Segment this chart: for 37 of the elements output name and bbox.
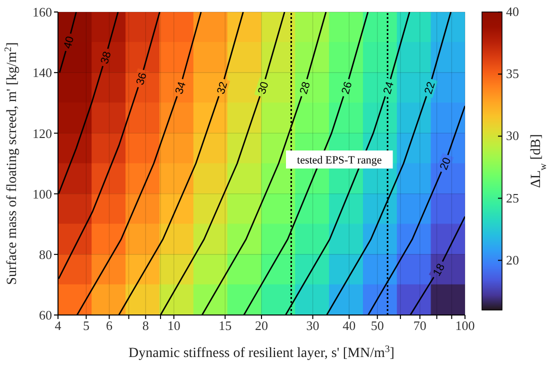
x-tick-label: 20 — [255, 318, 268, 334]
x-tick-label: 15 — [218, 318, 232, 334]
x-tick-label: 50 — [370, 318, 384, 334]
color-bar-label: 30 — [506, 128, 519, 144]
series-label: 22 — [422, 80, 438, 96]
x-tick-label: 30 — [306, 318, 320, 334]
x-tick-label: 4 — [54, 318, 62, 334]
y-tick-label: 160 — [32, 4, 52, 20]
series-label: 34 — [173, 80, 189, 96]
series-label: 20 — [438, 156, 454, 172]
series-label: 28 — [298, 80, 314, 96]
series-label: 26 — [340, 80, 355, 96]
x-tick-label: 40 — [342, 318, 356, 334]
y-tick-label: 100 — [32, 186, 52, 202]
series-label: 24 — [381, 80, 396, 96]
series-label: 32 — [215, 80, 230, 96]
color-bar-label: 20 — [506, 252, 519, 268]
x-tick-label: 70 — [413, 318, 426, 334]
series-label: 30 — [256, 80, 272, 96]
color-bar-label: 25 — [506, 190, 519, 206]
series-label: 36 — [134, 71, 150, 87]
annotation: tested EPS-T range — [297, 154, 382, 166]
x-tick-label: 10 — [167, 318, 180, 334]
color-bar-label: 35 — [506, 66, 519, 82]
x-tick-label: 8 — [142, 318, 149, 334]
series-label: 40 — [62, 35, 77, 50]
series-label: 18 — [431, 262, 448, 278]
x-tick-label: 6 — [106, 318, 114, 334]
y-tick-label: 60 — [39, 308, 52, 323]
y-tick-label: 80 — [39, 247, 52, 262]
x-tick-label: 100 — [455, 318, 475, 334]
x-tick-label: 5 — [82, 318, 90, 334]
series-label: 38 — [98, 50, 114, 66]
x-axis-title: Dynamic stiffness of resilient layer, s' [MN/m$^{3}$] — [128, 344, 394, 361]
y-tick-label: 120 — [32, 126, 52, 141]
color-bar-label: 40 — [506, 4, 519, 19]
y-tick-label: 140 — [32, 65, 52, 80]
